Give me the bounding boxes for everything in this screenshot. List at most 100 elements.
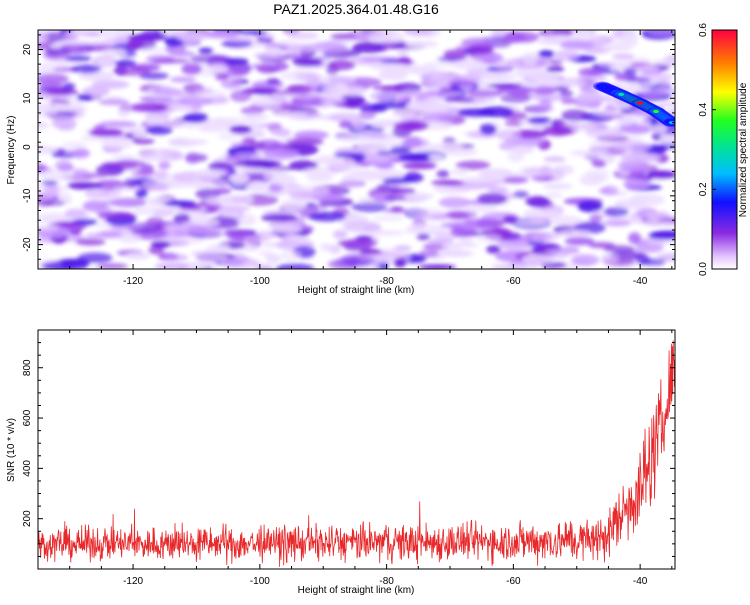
spectrogram-cell <box>378 69 409 81</box>
colorbar-tick-label: 0.6 <box>698 23 709 37</box>
spectrogram-cell <box>537 50 555 58</box>
spectrogram-cell <box>340 94 366 106</box>
spectrogram-cell <box>217 132 238 141</box>
spectrogram-cell <box>359 248 382 256</box>
spectrogram-cell <box>234 152 261 159</box>
snr-x-axis-label: Height of straight line (km) <box>298 585 415 596</box>
spectrogram-cell <box>635 242 664 253</box>
spectrogram-cell <box>63 55 92 62</box>
spectrogram-cell <box>487 186 508 194</box>
spectrogram-cell <box>38 121 50 129</box>
spectrogram-cell <box>51 117 77 130</box>
snr-series-line <box>38 340 675 567</box>
spectrogram-cell <box>628 232 642 244</box>
spectrogram-cell <box>228 173 250 183</box>
spectrogram-cell <box>212 187 232 195</box>
spectrogram-cell <box>304 80 326 90</box>
spectrogram-cell <box>659 134 675 144</box>
spectrogram-cell <box>112 186 141 192</box>
spectrogram-x-tick-label: -40 <box>633 276 648 287</box>
spectrogram-cell <box>315 204 328 210</box>
spectrogram-cell <box>146 153 165 160</box>
figure-title: PAZ1.2025.364.01.48.G16 <box>273 1 439 17</box>
spectrogram-cell <box>327 162 363 171</box>
spectrogram-cell <box>78 71 115 81</box>
spectrogram-cell <box>194 168 228 178</box>
spectrogram-cell <box>101 199 134 206</box>
spectrogram-cell <box>504 31 525 43</box>
spectrogram-cell <box>539 98 552 110</box>
spectrogram-cell <box>398 66 429 73</box>
spectrogram-cell <box>646 30 675 36</box>
spectrogram-cell <box>193 219 220 226</box>
spectrogram-cell <box>416 233 431 241</box>
spectrogram-cell <box>503 176 529 184</box>
spectrogram-cell <box>546 66 565 73</box>
spectrogram-cell <box>279 134 295 141</box>
spectrogram-cell <box>288 43 327 53</box>
spectrogram-cell <box>421 112 455 122</box>
spectrogram-cell <box>187 225 209 235</box>
spectrogram-cell <box>154 263 190 269</box>
spectrogram-cell <box>41 59 66 70</box>
spectrogram-cell <box>560 97 577 105</box>
spectrogram-cell <box>437 250 474 257</box>
spectrogram-cell <box>96 59 114 65</box>
feature-peak <box>668 121 675 125</box>
spectrogram-cell <box>351 201 388 213</box>
spectrogram-cell <box>345 102 361 109</box>
spectrogram-cell <box>271 128 292 137</box>
spectrogram-cell <box>588 140 612 150</box>
spectrogram-cell <box>512 190 529 199</box>
spectrogram-cell <box>452 59 486 70</box>
spectrogram-cell <box>197 125 231 133</box>
spectrogram-cell <box>272 92 299 99</box>
spectrogram-cell <box>352 152 366 163</box>
spectrogram-cell <box>564 236 595 246</box>
spectrogram-cell <box>169 103 193 112</box>
spectrogram-cell <box>612 53 635 60</box>
snr-y-tick-label: 400 <box>22 460 33 477</box>
spectrogram-cell <box>541 261 567 269</box>
spectrogram-cell <box>93 124 106 131</box>
spectrogram-cell <box>443 97 476 103</box>
spectrogram-cell <box>463 204 499 213</box>
spectrogram-cell <box>236 214 257 226</box>
spectrogram-cell <box>328 76 357 86</box>
spectrogram-cell <box>405 192 434 200</box>
spectrogram-cell <box>265 253 281 264</box>
spectrogram-cell <box>101 48 127 57</box>
spectrogram-cell <box>256 63 279 74</box>
spectrogram-cell <box>533 86 556 96</box>
spectrogram-x-tick-label: -120 <box>123 276 143 287</box>
spectrogram-cell <box>38 145 59 154</box>
spectrogram-cell <box>258 250 273 256</box>
snr-x-tick-label: -40 <box>633 576 648 587</box>
spectrogram-cell <box>402 172 424 183</box>
spectrogram-cell <box>654 123 667 135</box>
spectrogram-cell <box>491 263 528 269</box>
spectrogram-cell <box>67 182 103 190</box>
spectrogram-cell <box>214 72 229 81</box>
spectrogram-cell <box>514 69 529 78</box>
spectrogram-cell <box>191 179 204 188</box>
spectrogram-cell <box>613 38 638 49</box>
spectrogram-cell <box>293 91 320 101</box>
spectrogram-cell <box>182 123 198 129</box>
spectrogram-cell <box>404 40 439 48</box>
spectrogram-cell <box>265 45 282 56</box>
spectrogram-cell <box>44 184 59 197</box>
spectrogram-cell <box>351 170 383 182</box>
spectrogram-cell <box>499 141 516 151</box>
spectrogram-cell <box>220 79 243 89</box>
spectrogram-cell <box>601 253 619 265</box>
spectrogram-cell <box>40 180 59 186</box>
spectrogram-cell <box>311 193 346 202</box>
spectrogram-cell <box>240 106 265 115</box>
spectrogram-cell <box>118 103 158 112</box>
spectrogram-cell <box>477 169 512 178</box>
spectrogram-cell <box>338 255 373 264</box>
snr-y-tick-label: 800 <box>22 359 33 376</box>
